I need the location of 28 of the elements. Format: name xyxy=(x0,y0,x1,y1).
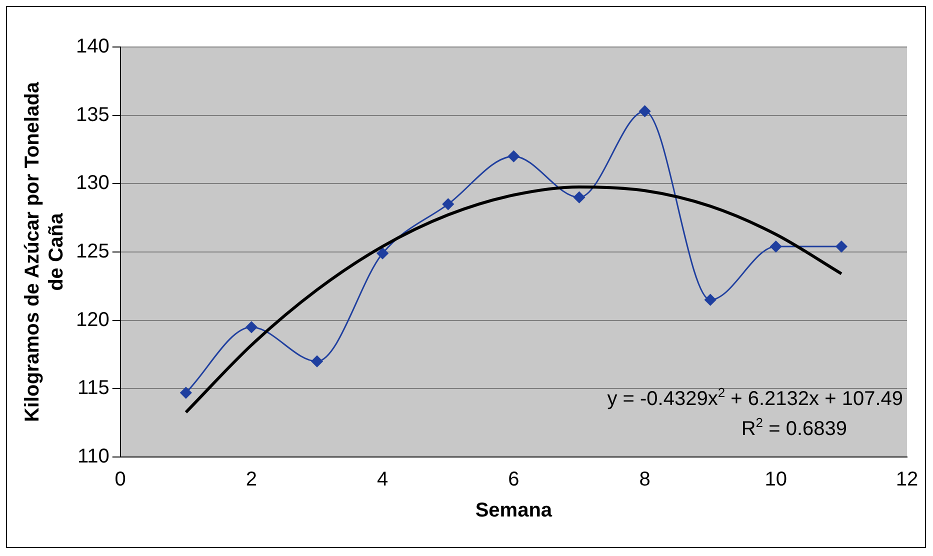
point xyxy=(770,240,782,252)
x-tick-label: 2 xyxy=(246,468,258,491)
x-axis-title: Semana xyxy=(475,500,553,522)
point xyxy=(180,387,192,399)
point xyxy=(442,198,454,210)
y-tick-label: 115 xyxy=(77,377,110,400)
x-tick-label: 12 xyxy=(896,468,918,491)
y-tick-label: 130 xyxy=(76,172,110,194)
y-tick-label: 140 xyxy=(76,36,110,58)
point xyxy=(836,240,848,252)
point xyxy=(376,248,388,260)
point xyxy=(639,105,651,117)
x-tick-label: 10 xyxy=(764,468,788,491)
point xyxy=(508,150,520,162)
line-series xyxy=(184,185,843,414)
point xyxy=(311,356,323,368)
x-tick-label: 0 xyxy=(114,468,126,491)
x-tick-label: 8 xyxy=(639,468,650,491)
point xyxy=(573,192,585,204)
x-tick-label: 4 xyxy=(377,468,388,491)
y-tick-label: 120 xyxy=(76,308,110,331)
y-tick-label: 135 xyxy=(76,104,110,126)
y-tick-label: 110 xyxy=(77,446,110,468)
x-tick-label: 6 xyxy=(508,468,520,491)
y-axis-title: Kilogramos de Azúcar por Tonelada de Caña xyxy=(22,81,68,422)
point xyxy=(704,294,716,306)
point xyxy=(246,321,258,333)
y-tick-label: 125 xyxy=(76,240,110,263)
